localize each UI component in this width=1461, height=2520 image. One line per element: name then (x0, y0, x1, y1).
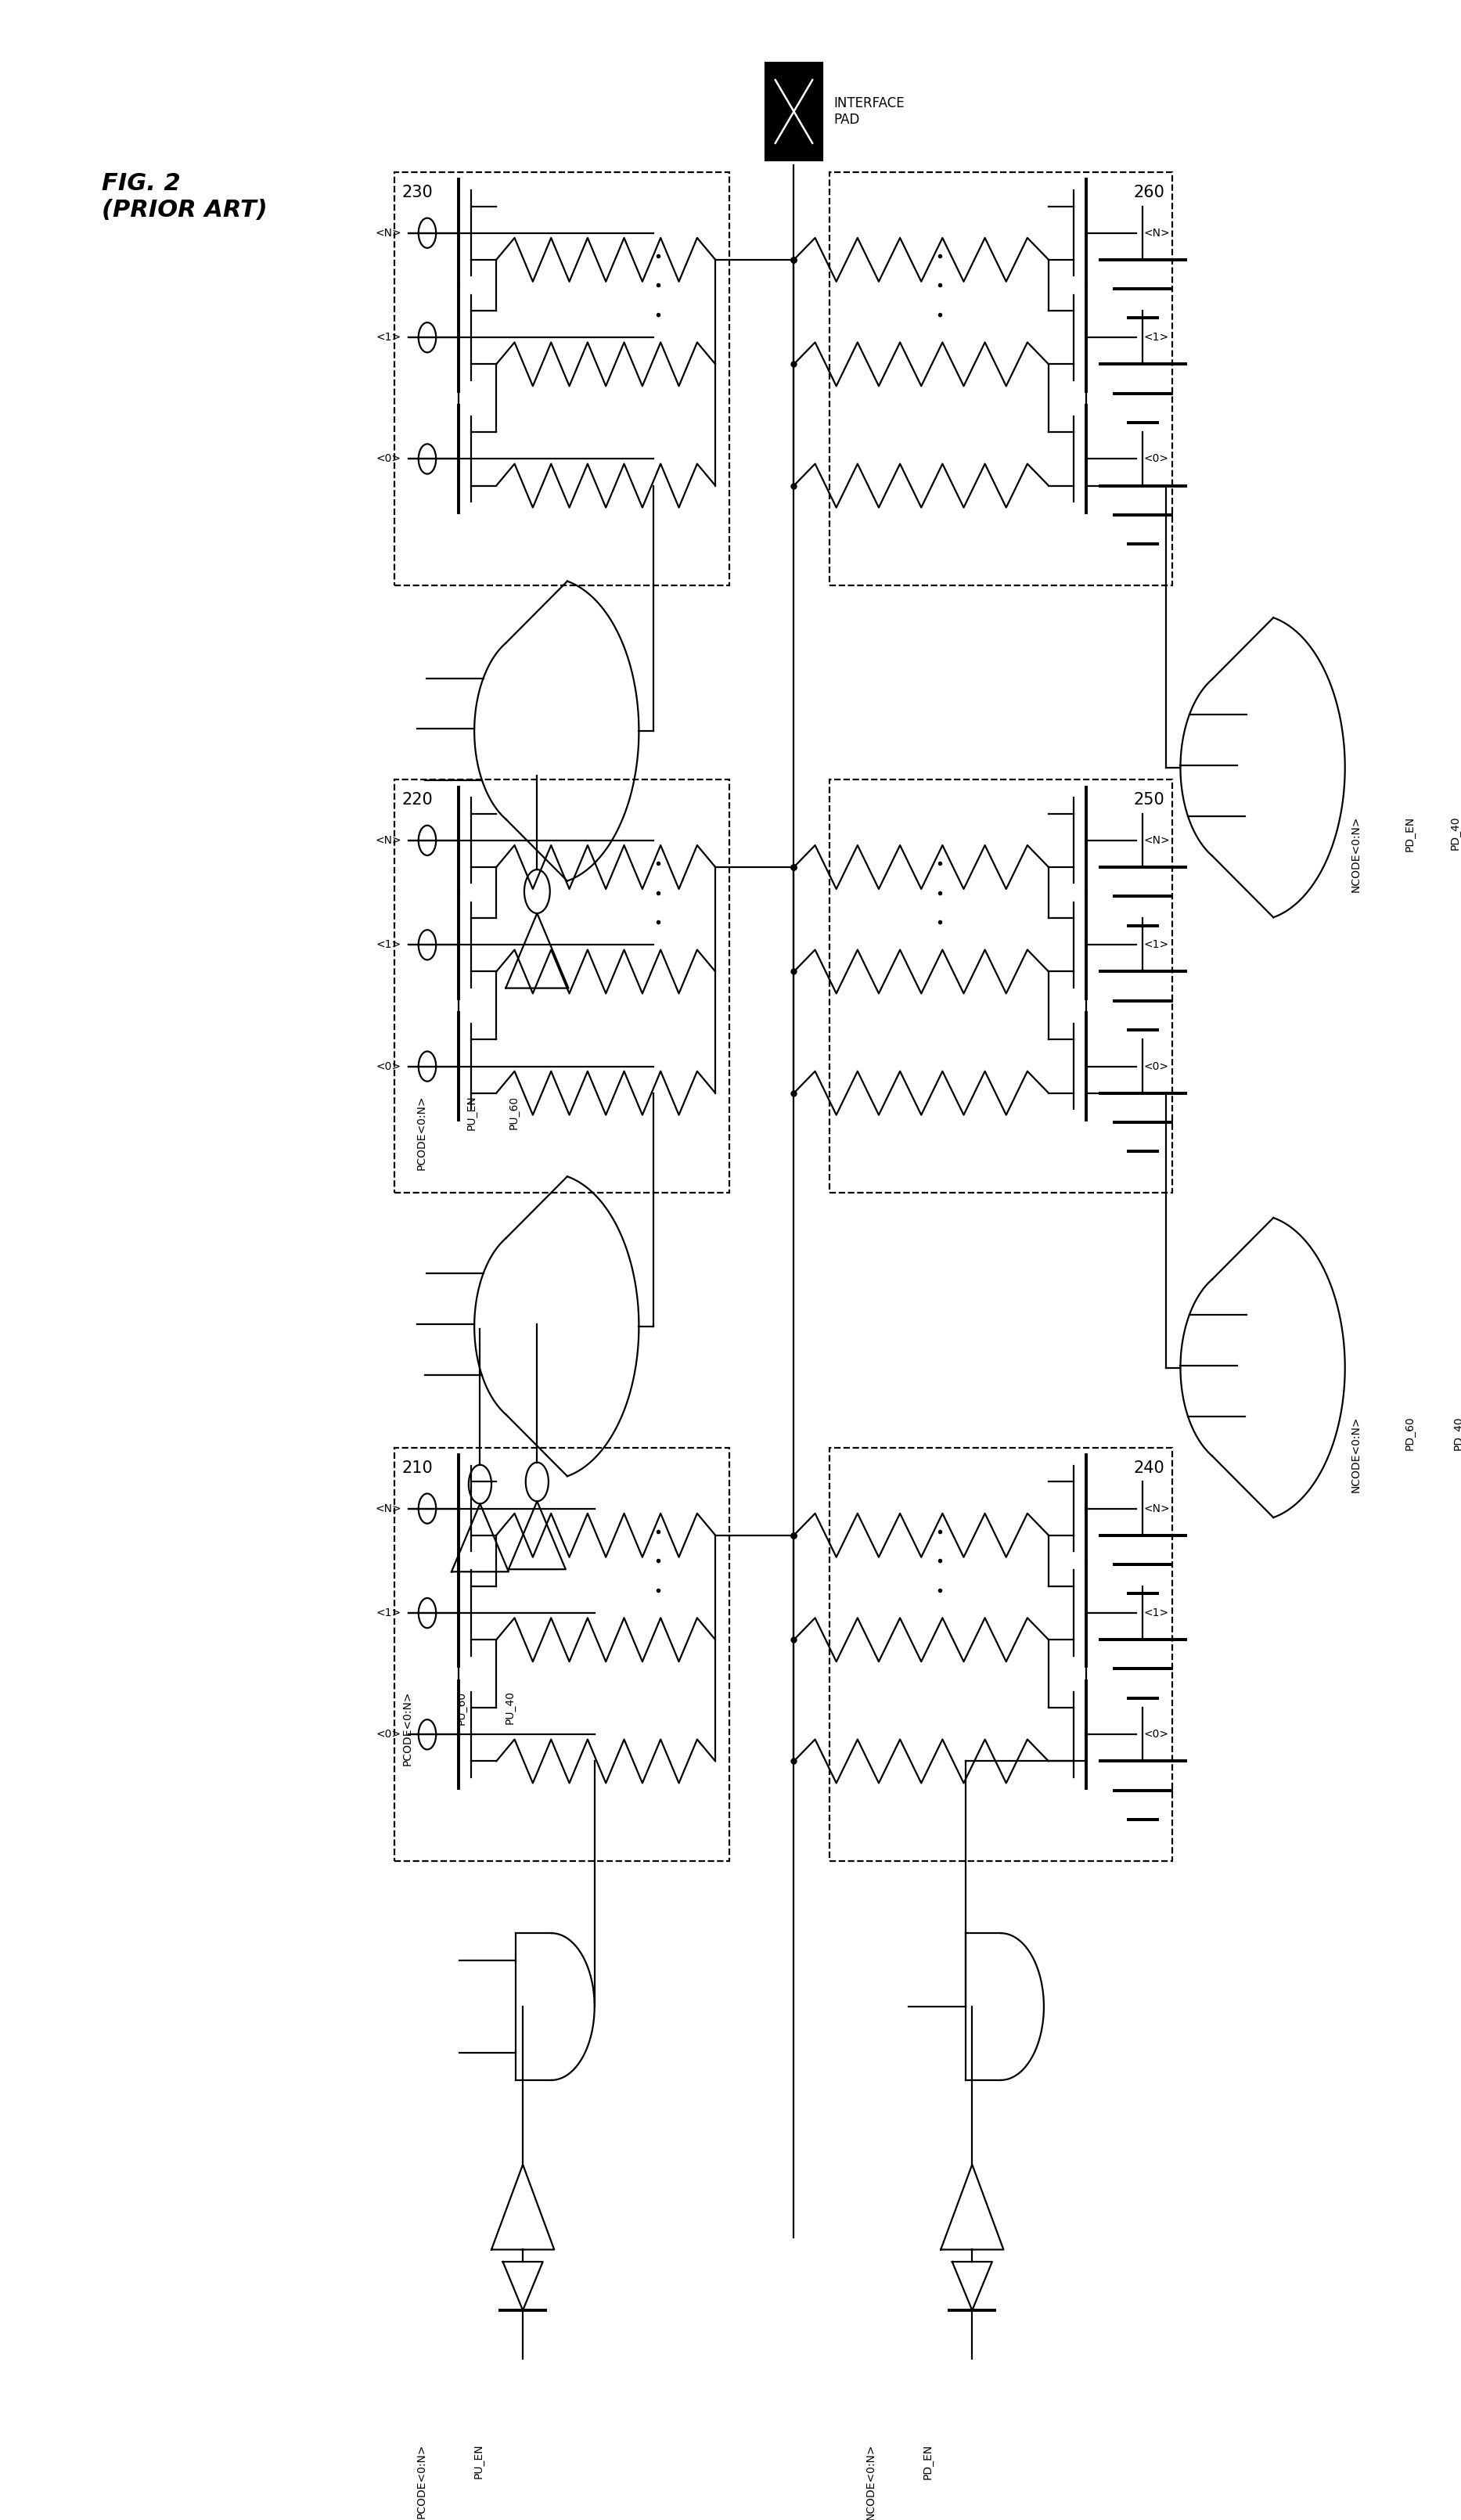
Text: <N>: <N> (1144, 227, 1170, 239)
Text: <0>: <0> (1144, 1061, 1169, 1071)
Text: <N>: <N> (375, 1502, 402, 1515)
Text: <1>: <1> (375, 940, 402, 950)
Text: PU_40: PU_40 (504, 1691, 516, 1724)
Text: NCODE<0:N>: NCODE<0:N> (1350, 816, 1362, 892)
Text: 260: 260 (1134, 184, 1164, 199)
Text: 240: 240 (1134, 1459, 1164, 1477)
Text: PD_40: PD_40 (1449, 816, 1461, 849)
Text: <1>: <1> (1144, 333, 1169, 343)
Text: <1>: <1> (1144, 940, 1169, 950)
Text: 210: 210 (402, 1459, 432, 1477)
Text: <N>: <N> (1144, 834, 1170, 847)
Text: PU_60: PU_60 (456, 1691, 466, 1724)
Text: INTERFACE
PAD: INTERFACE PAD (834, 96, 904, 126)
Text: <0>: <0> (377, 1729, 402, 1739)
Text: PU_EN: PU_EN (466, 1096, 476, 1131)
Text: PU_EN: PU_EN (473, 2444, 484, 2480)
Text: 250: 250 (1134, 791, 1164, 806)
Text: <N>: <N> (1144, 1502, 1170, 1515)
Text: <0>: <0> (1144, 454, 1169, 464)
Text: NCODE<0:N>: NCODE<0:N> (1350, 1416, 1362, 1492)
Text: <N>: <N> (375, 834, 402, 847)
Text: <1>: <1> (1144, 1608, 1169, 1618)
Text: 220: 220 (402, 791, 432, 806)
Text: PD_EN: PD_EN (1404, 816, 1416, 852)
Text: <1>: <1> (375, 333, 402, 343)
Text: <1>: <1> (375, 1608, 402, 1618)
Text: <0>: <0> (1144, 1729, 1169, 1739)
Text: <0>: <0> (377, 1061, 402, 1071)
Text: PD_60: PD_60 (1404, 1416, 1416, 1452)
Text: PCODE<0:N>: PCODE<0:N> (416, 2444, 427, 2517)
Text: PD_EN: PD_EN (922, 2444, 934, 2480)
Bar (766, 63, 823, 161)
Text: PCODE<0:N>: PCODE<0:N> (402, 1691, 412, 1767)
Text: PD_40: PD_40 (1452, 1416, 1461, 1452)
Text: NCODE<0:N>: NCODE<0:N> (865, 2444, 877, 2520)
Text: 230: 230 (402, 184, 432, 199)
Text: PU_60: PU_60 (508, 1096, 520, 1129)
Text: FIG. 2
(PRIOR ART): FIG. 2 (PRIOR ART) (102, 171, 267, 222)
Text: <0>: <0> (377, 454, 402, 464)
Text: <N>: <N> (375, 227, 402, 239)
Text: PCODE<0:N>: PCODE<0:N> (416, 1096, 427, 1169)
